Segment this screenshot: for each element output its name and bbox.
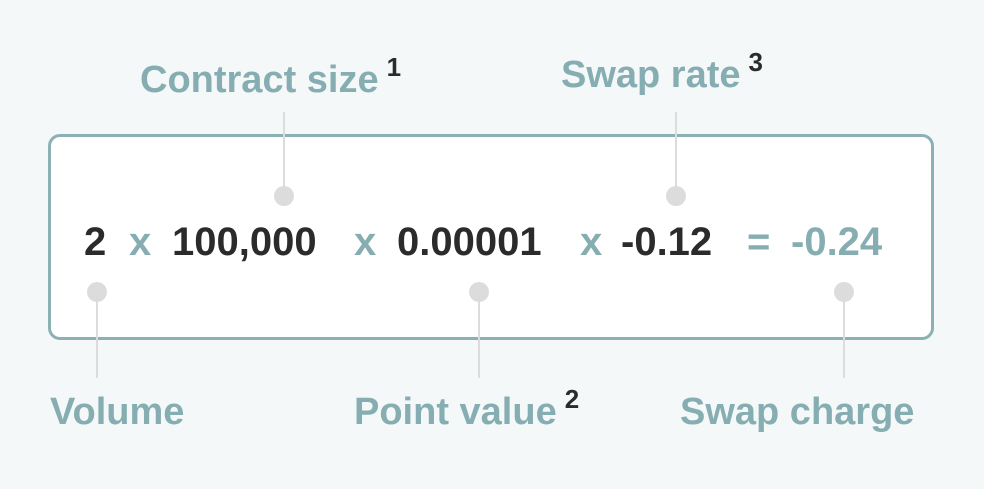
label-swap-rate-text: Swap rate [561, 54, 741, 96]
point-value-value: 0.00001 [397, 220, 542, 264]
connector-swap-charge-inner [843, 292, 845, 340]
label-contract-size-text: Contract size [140, 59, 379, 101]
multiply-operator-1: x [129, 220, 152, 264]
dot-volume [87, 282, 107, 302]
volume-value: 2 [84, 220, 107, 264]
label-contract-size: Contract size 1 [140, 52, 401, 105]
footnote-1: 1 [386, 52, 402, 82]
contract-size-value: 100,000 [172, 220, 317, 264]
footnote-2: 2 [564, 384, 580, 414]
swap-charge-value: -0.24 [791, 220, 883, 264]
dot-contract-size [274, 186, 294, 206]
dot-swap-rate [666, 186, 686, 206]
dot-point-value [469, 282, 489, 302]
connector-volume-inner [96, 292, 98, 340]
connector-point-value-inner [478, 292, 480, 340]
label-swap-charge: Swap charge [680, 390, 914, 434]
label-swap-rate: Swap rate 3 [561, 47, 763, 100]
multiply-operator-2: x [354, 220, 377, 264]
label-volume: Volume [50, 390, 184, 434]
footnote-3: 3 [748, 47, 763, 77]
label-point-value-text: Point value [354, 391, 557, 433]
dot-swap-charge [834, 282, 854, 302]
label-point-value: Point value 2 [354, 384, 579, 437]
multiply-operator-3: x [580, 220, 603, 264]
swap-rate-value: -0.12 [621, 220, 713, 264]
formula-equation: 2 x 100,000 x 0.00001 x -0.12 = -0.24 [0, 220, 984, 264]
equals-operator: = [747, 220, 771, 264]
formula-box [48, 134, 934, 340]
connector-contract-size-inner [283, 134, 285, 196]
label-volume-text: Volume [50, 391, 185, 433]
label-swap-charge-text: Swap charge [680, 391, 915, 433]
connector-swap-rate-inner [675, 134, 677, 196]
